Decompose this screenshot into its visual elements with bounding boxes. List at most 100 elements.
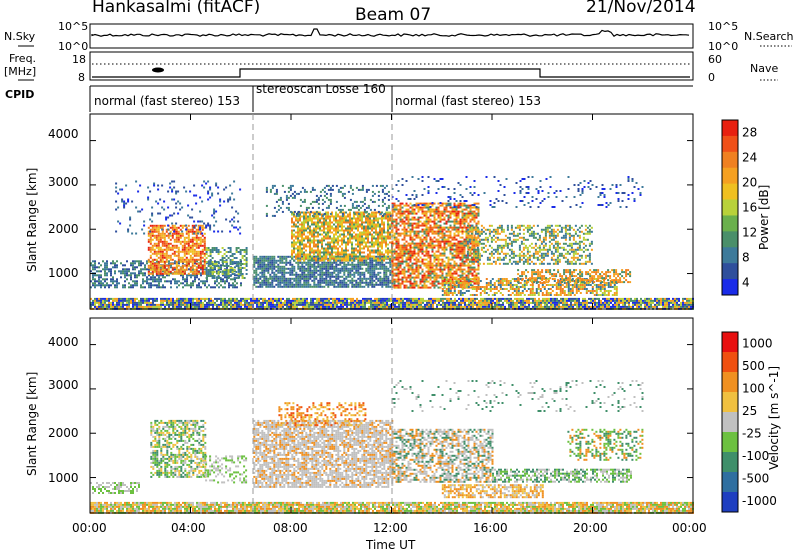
data-cell	[303, 224, 305, 226]
data-cell	[373, 214, 375, 216]
data-cell	[351, 256, 353, 258]
data-cell	[368, 302, 370, 304]
data-cell	[309, 238, 311, 240]
data-cell	[180, 257, 182, 259]
data-cell	[184, 255, 186, 257]
data-cell	[552, 298, 554, 300]
data-cell	[236, 271, 238, 273]
data-cell	[305, 274, 307, 276]
data-cell	[305, 246, 307, 248]
data-cell	[148, 304, 150, 306]
data-cell	[337, 242, 339, 244]
data-cell	[668, 302, 670, 304]
data-cell	[291, 236, 293, 238]
data-cell	[408, 300, 410, 302]
data-cell	[286, 306, 288, 308]
data-cell	[444, 306, 446, 308]
data-cell	[297, 228, 299, 230]
data-cell	[339, 246, 341, 248]
data-cell	[381, 254, 383, 256]
data-cell	[562, 304, 564, 306]
data-cell	[230, 304, 232, 306]
data-cell	[383, 266, 385, 268]
data-cell	[135, 233, 137, 235]
data-cell	[230, 249, 232, 251]
data-cell	[466, 306, 468, 308]
data-cell	[158, 304, 160, 306]
data-cell	[406, 302, 408, 304]
data-cell	[321, 268, 323, 270]
data-cell	[216, 251, 218, 253]
data-cell	[240, 253, 242, 255]
data-cell	[134, 260, 136, 262]
data-cell	[353, 286, 355, 288]
data-cell	[317, 284, 319, 286]
data-cell	[269, 266, 271, 268]
data-cell	[335, 278, 337, 280]
data-cell	[512, 302, 514, 304]
data-cell	[329, 228, 331, 230]
data-cell	[98, 302, 100, 304]
data-cell	[218, 249, 220, 251]
data-cell	[280, 298, 282, 300]
data-cell	[220, 251, 222, 253]
data-cell	[232, 261, 234, 263]
data-cell	[234, 269, 236, 271]
data-cell	[285, 262, 287, 264]
data-cell	[350, 304, 352, 306]
data-cell	[269, 258, 271, 260]
data-cell	[215, 221, 217, 223]
data-cell	[186, 278, 188, 280]
data-cell	[353, 260, 355, 262]
data-cell	[291, 264, 293, 266]
data-cell	[176, 271, 178, 273]
data-cell	[335, 240, 337, 242]
data-cell	[341, 224, 343, 226]
data-cell	[305, 278, 307, 280]
data-cell	[387, 234, 389, 236]
data-cell	[299, 274, 301, 276]
data-cell	[310, 304, 312, 306]
data-cell	[140, 270, 142, 272]
data-cell	[96, 306, 98, 308]
data-cell	[360, 300, 362, 302]
data-cell	[154, 253, 156, 255]
data-cell	[226, 261, 228, 263]
data-cell	[375, 258, 377, 260]
data-cell	[106, 282, 108, 284]
data-cell	[299, 246, 301, 248]
data-cell	[284, 302, 286, 304]
data-cell	[297, 256, 299, 258]
data-cell	[329, 282, 331, 284]
data-cell	[359, 220, 361, 222]
data-cell	[215, 211, 217, 213]
data-cell	[178, 262, 180, 264]
data-cell	[176, 302, 178, 304]
data-cell	[162, 245, 164, 247]
data-cell	[408, 304, 410, 306]
data-cell	[197, 233, 199, 235]
data-cell	[646, 306, 648, 308]
data-cell	[204, 239, 206, 241]
data-cell	[323, 224, 325, 226]
data-cell	[176, 239, 178, 241]
data-cell	[224, 286, 226, 288]
data-cell	[96, 298, 98, 300]
data-cell	[192, 261, 194, 263]
data-cell	[267, 270, 269, 272]
data-cell	[288, 302, 290, 304]
data-cell	[626, 298, 628, 300]
data-cell	[309, 254, 311, 256]
data-cell	[222, 273, 224, 275]
data-cell	[367, 246, 369, 248]
data-cell	[156, 278, 158, 280]
data-cell	[255, 278, 257, 280]
data-cell	[381, 260, 383, 262]
data-cell	[180, 225, 182, 227]
data-cell	[632, 306, 634, 308]
data-cell	[612, 298, 614, 300]
data-cell	[291, 232, 293, 234]
data-cell	[240, 251, 242, 253]
data-cell	[188, 284, 190, 286]
data-cell	[162, 304, 164, 306]
